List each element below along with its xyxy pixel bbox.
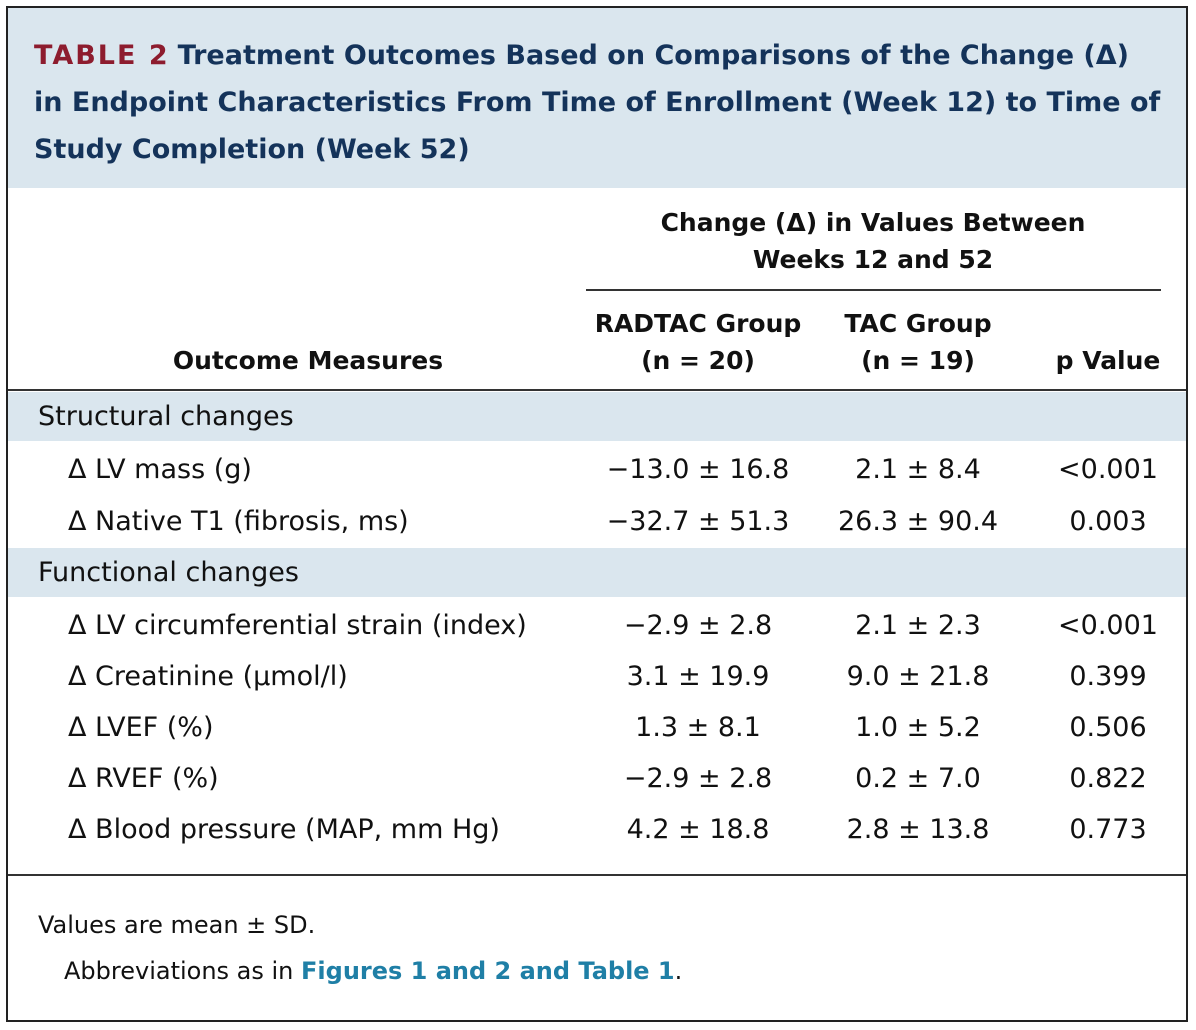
radtac-value-cell: −2.9 ± 2.8: [623, 763, 773, 794]
radtac-value-cell: 4.2 ± 18.8: [626, 814, 770, 845]
title-band: TABLE 2 Treatment Outcomes Based on Compa…: [8, 8, 1186, 188]
tac-value-cell: 9.0 ± 21.8: [846, 661, 990, 692]
column-group-line-2: Weeks 12 and 52: [752, 245, 994, 274]
column-header-p-value: p Value: [1055, 346, 1161, 375]
outcome-measure-cell: Δ LVEF (%): [68, 712, 214, 743]
tac-value-cell: 1.0 ± 5.2: [855, 712, 981, 743]
group-underline: [586, 289, 1161, 291]
tac-header-line-1: TAC Group: [844, 309, 992, 338]
outcome-measure-cell: Δ LV mass (g): [68, 454, 252, 485]
footnote-abbreviations: Abbreviations as in Figures 1 and 2 and …: [64, 954, 682, 988]
radtac-value-cell: −13.0 ± 16.8: [606, 454, 790, 485]
tac-header-line-2: (n = 19): [861, 346, 975, 375]
footnote-values: Values are mean ± SD.: [38, 911, 316, 939]
tac-value-cell: 2.8 ± 13.8: [846, 814, 990, 845]
table-title: TABLE 2 Treatment Outcomes Based on Compa…: [34, 32, 1164, 173]
outcome-measure-cell: Δ LV circumferential strain (index): [68, 610, 527, 641]
abbrev-prefix: Abbreviations as in: [64, 957, 302, 985]
header-bottom-rule: [8, 389, 1186, 391]
table-frame: TABLE 2 Treatment Outcomes Based on Compa…: [6, 6, 1188, 1022]
outcome-measure-cell: Δ RVEF (%): [68, 763, 219, 794]
outcome-measure-cell: Δ Creatinine (μmol/l): [68, 661, 348, 692]
table-number-label: TABLE 2: [34, 40, 170, 71]
radtac-value-cell: −32.7 ± 51.3: [606, 506, 790, 537]
table-row: Δ LV mass (g) −13.0 ± 16.8 2.1 ± 8.4 <0.…: [8, 444, 1186, 495]
p-value-cell: 0.003: [1069, 506, 1147, 537]
radtac-header-line-2: (n = 20): [641, 346, 755, 375]
p-value-cell: 0.773: [1069, 814, 1147, 845]
abbrev-suffix: .: [674, 957, 683, 985]
tac-value-cell: 26.3 ± 90.4: [837, 506, 999, 537]
table-row: Δ Creatinine (μmol/l) 3.1 ± 19.9 9.0 ± 2…: [8, 651, 1186, 702]
table-caption: Treatment Outcomes Based on Comparisons …: [34, 40, 1161, 165]
section-band-functional: Functional changes: [8, 548, 1186, 597]
tac-value-cell: 2.1 ± 2.3: [855, 610, 981, 641]
table-bottom-rule: [8, 874, 1186, 876]
radtac-value-cell: 3.1 ± 19.9: [626, 661, 770, 692]
radtac-value-cell: −2.9 ± 2.8: [623, 610, 773, 641]
radtac-header-line-1: RADTAC Group: [594, 309, 802, 338]
outcome-measure-cell: Δ Blood pressure (MAP, mm Hg): [68, 814, 500, 845]
table-row: Δ LVEF (%) 1.3 ± 8.1 1.0 ± 5.2 0.506: [8, 702, 1186, 753]
section-label: Structural changes: [38, 401, 294, 432]
figures-tables-link[interactable]: Figures 1 and 2 and Table 1: [301, 957, 675, 985]
column-header-outcome: Outcome Measures: [172, 346, 444, 375]
table-row: Δ Blood pressure (MAP, mm Hg) 4.2 ± 18.8…: [8, 804, 1186, 855]
table-row: Δ RVEF (%) −2.9 ± 2.8 0.2 ± 7.0 0.822: [8, 753, 1186, 804]
tac-value-cell: 0.2 ± 7.0: [855, 763, 981, 794]
p-value-cell: 0.399: [1069, 661, 1147, 692]
table-row: Δ Native T1 (fibrosis, ms) −32.7 ± 51.3 …: [8, 496, 1186, 547]
p-value-cell: 0.822: [1069, 763, 1147, 794]
section-band-structural: Structural changes: [8, 392, 1186, 441]
tac-value-cell: 2.1 ± 8.4: [855, 454, 981, 485]
p-value-cell: <0.001: [1058, 454, 1158, 485]
table-row: Δ LV circumferential strain (index) −2.9…: [8, 600, 1186, 651]
p-value-cell: 0.506: [1069, 712, 1147, 743]
column-header-tac: TAC Group (n = 19): [808, 305, 1028, 379]
column-group-header: Change (Δ) in Values Between Weeks 12 an…: [568, 204, 1178, 278]
column-group-line-1: Change (Δ) in Values Between: [660, 208, 1086, 237]
radtac-value-cell: 1.3 ± 8.1: [635, 712, 761, 743]
column-header-radtac: RADTAC Group (n = 20): [568, 305, 828, 379]
section-label: Functional changes: [38, 557, 299, 588]
outcome-measure-cell: Δ Native T1 (fibrosis, ms): [68, 506, 409, 537]
p-value-cell: <0.001: [1058, 610, 1158, 641]
